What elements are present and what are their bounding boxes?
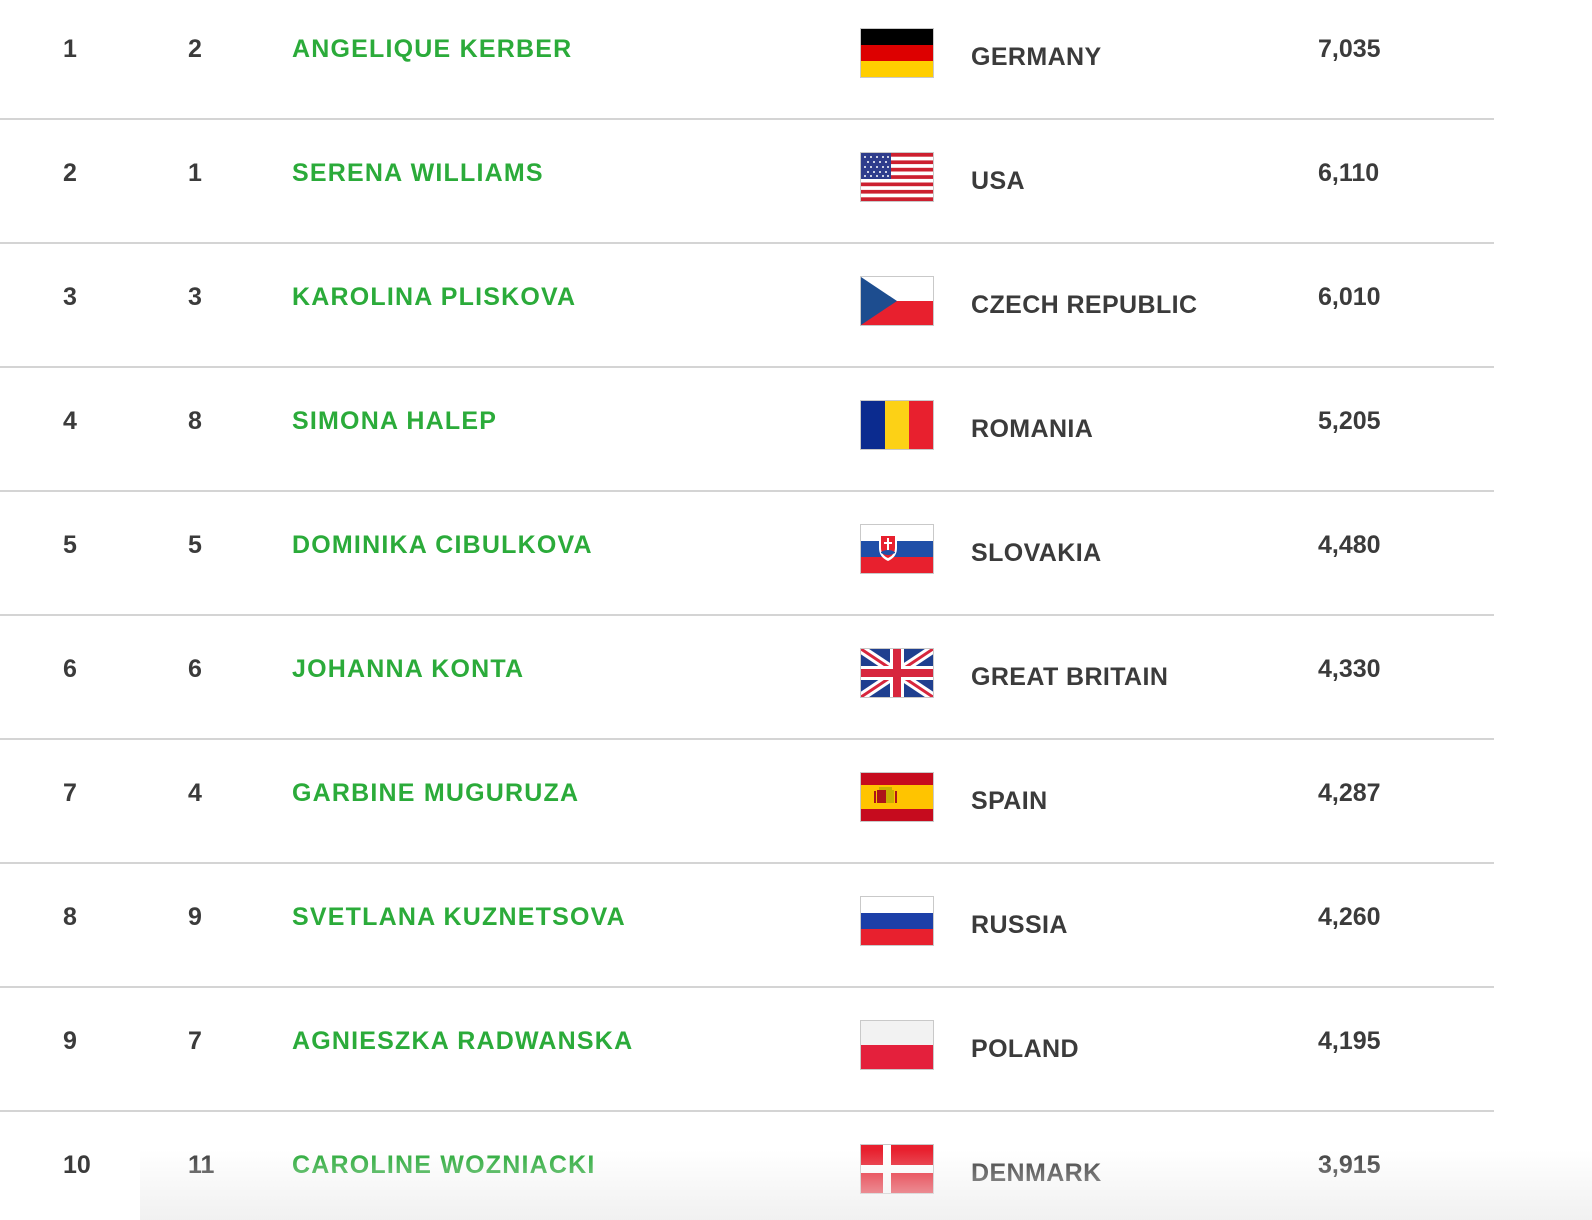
points-cell: 4,480	[1318, 531, 1381, 559]
points-cell: 4,287	[1318, 779, 1381, 807]
table-row: 4 8 SIMONA HALEP ROMANIA 5,205	[0, 368, 1494, 492]
previous-rank-cell: 4	[188, 779, 202, 807]
rank-cell: 4	[63, 407, 77, 435]
rank-cell: 7	[63, 779, 77, 807]
country-cell: SPAIN	[971, 787, 1048, 815]
table-row: 1 2 ANGELIQUE KERBER GERMANY 7,035	[0, 0, 1494, 120]
table-row: 8 9 SVETLANA KUZNETSOVA RUSSIA 4,260	[0, 864, 1494, 988]
player-name-link[interactable]: JOHANNA KONTA	[292, 655, 525, 683]
usa-flag-icon	[860, 152, 934, 202]
points-cell: 4,260	[1318, 903, 1381, 931]
czech-flag-icon	[860, 276, 934, 326]
table-row: 5 5 DOMINIKA CIBULKOVA SLOVAKIA 4,480	[0, 492, 1494, 616]
points-cell: 4,195	[1318, 1027, 1381, 1055]
country-cell: GERMANY	[971, 43, 1102, 71]
rank-cell: 5	[63, 531, 77, 559]
previous-rank-cell: 2	[188, 35, 202, 63]
points-cell: 4,330	[1318, 655, 1381, 683]
country-cell: USA	[971, 167, 1025, 195]
previous-rank-cell: 9	[188, 903, 202, 931]
previous-rank-cell: 3	[188, 283, 202, 311]
table-row: 9 7 AGNIESZKA RADWANSKA POLAND 4,195	[0, 988, 1494, 1112]
player-name-link[interactable]: AGNIESZKA RADWANSKA	[292, 1027, 634, 1055]
country-cell: SLOVAKIA	[971, 539, 1102, 567]
points-cell: 3,915	[1318, 1151, 1381, 1179]
romania-flag-icon	[860, 400, 934, 450]
table-row: 2 1 SERENA WILLIAMS US	[0, 120, 1494, 244]
points-cell: 5,205	[1318, 407, 1381, 435]
player-name-link[interactable]: KAROLINA PLISKOVA	[292, 283, 577, 311]
great-britain-flag-icon	[860, 648, 934, 698]
player-name-link[interactable]: ANGELIQUE KERBER	[292, 35, 573, 63]
country-cell: DENMARK	[971, 1159, 1102, 1187]
rank-cell: 1	[63, 35, 77, 63]
germany-flag-icon	[860, 28, 934, 78]
points-cell: 7,035	[1318, 35, 1381, 63]
slovakia-flag-icon	[860, 524, 934, 574]
rank-cell: 3	[63, 283, 77, 311]
player-name-link[interactable]: SIMONA HALEP	[292, 407, 498, 435]
rank-cell: 6	[63, 655, 77, 683]
table-row: 7 4 GARBINE MUGURUZA SPAIN 4,287	[0, 740, 1494, 864]
table-row: 10 11 CAROLINE WOZNIACKI DENMARK 3,915	[0, 1112, 1494, 1220]
rank-cell: 8	[63, 903, 77, 931]
previous-rank-cell: 5	[188, 531, 202, 559]
player-name-link[interactable]: SVETLANA KUZNETSOVA	[292, 903, 626, 931]
previous-rank-cell: 7	[188, 1027, 202, 1055]
country-cell: GREAT BRITAIN	[971, 663, 1169, 691]
points-cell: 6,110	[1318, 159, 1380, 187]
player-name-link[interactable]: CAROLINE WOZNIACKI	[292, 1151, 596, 1179]
player-name-link[interactable]: DOMINIKA CIBULKOVA	[292, 531, 593, 559]
player-name-link[interactable]: SERENA WILLIAMS	[292, 159, 544, 187]
country-cell: ROMANIA	[971, 415, 1094, 443]
points-cell: 6,010	[1318, 283, 1381, 311]
country-cell: CZECH REPUBLIC	[971, 291, 1198, 319]
poland-flag-icon	[860, 1020, 934, 1070]
previous-rank-cell: 11	[188, 1151, 215, 1179]
previous-rank-cell: 1	[188, 159, 202, 187]
country-cell: RUSSIA	[971, 911, 1068, 939]
table-row: 3 3 KAROLINA PLISKOVA CZECH REPUBLIC 6,0…	[0, 244, 1494, 368]
denmark-flag-icon	[860, 1144, 934, 1194]
previous-rank-cell: 8	[188, 407, 202, 435]
rank-cell: 9	[63, 1027, 77, 1055]
rank-cell: 10	[63, 1151, 91, 1179]
player-name-link[interactable]: GARBINE MUGURUZA	[292, 779, 580, 807]
russia-flag-icon	[860, 896, 934, 946]
table-row: 6 6 JOHANNA KONTA GREAT BRITAIN 4,330	[0, 616, 1494, 740]
spain-flag-icon	[860, 772, 934, 822]
previous-rank-cell: 6	[188, 655, 202, 683]
country-cell: POLAND	[971, 1035, 1079, 1063]
rank-cell: 2	[63, 159, 77, 187]
